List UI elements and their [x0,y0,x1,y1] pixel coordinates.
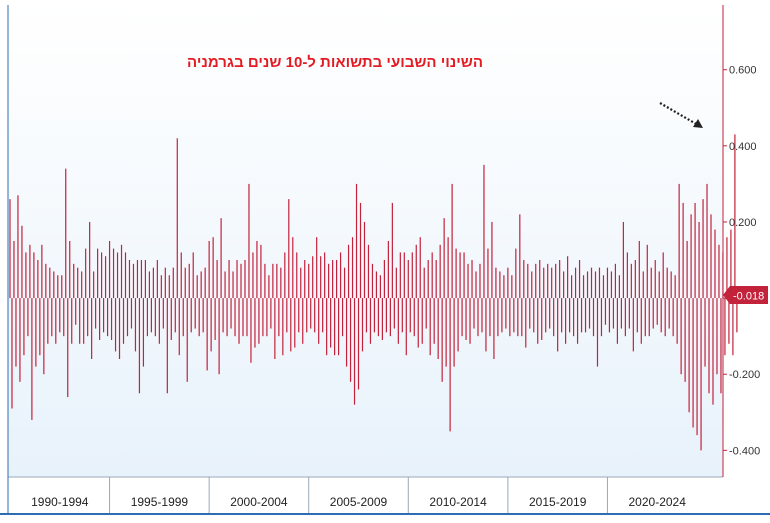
x-tick-label: 1995-1999 [131,495,189,509]
x-tick-label: 2015-2019 [529,495,587,509]
chart-title: השינוי השבועי בתשואות ל-10 שנים בגרמניה [187,54,483,71]
y-tick-label: 0.600 [729,65,757,77]
x-tick-label: 1990-1994 [31,495,89,509]
x-ticks-group: 1990-1994 1995-1999 2000-2004 2005-2009 2010… [31,477,686,513]
last-value-label: -0.018 [733,291,764,303]
x-tick-label: 2005-2009 [330,495,388,509]
y-tick-label: -0.400 [729,445,760,457]
x-tick-label: 2020-2024 [629,495,687,509]
last-value-badge: -0.018 [723,286,768,304]
y-tick-label: -0.200 [729,369,760,381]
x-tick-label: 2010-2014 [429,495,487,509]
arrow-annotation [659,102,703,128]
bars-group [9,134,738,451]
y-tick-label: 0.200 [729,217,757,229]
y-tick-label: 0.400 [729,141,757,153]
x-axis-band [8,477,723,513]
x-tick-label: 2000-2004 [230,495,288,509]
plot-area [8,5,723,477]
